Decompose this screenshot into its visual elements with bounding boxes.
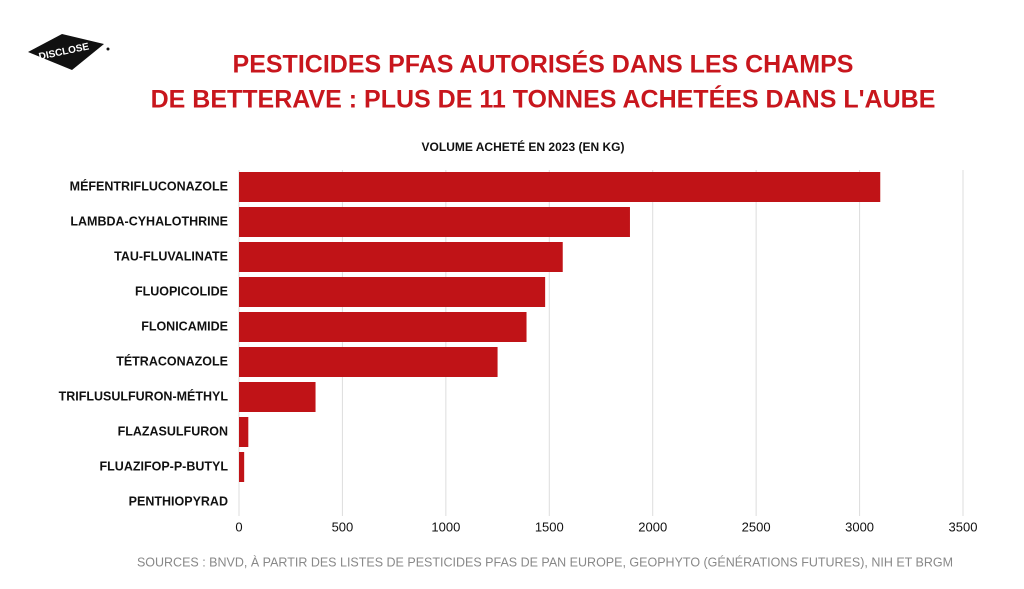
x-tick-label: 1500 [535,519,564,534]
logo-shape [28,34,104,70]
logo-dot [106,47,110,51]
bar [239,347,498,377]
x-tick-label: 3000 [845,519,874,534]
y-tick-label: LAMBDA-CYHALOTHRINE [70,214,228,228]
source: SOURCES : BNVD, À PARTIR DES LISTES DE P… [137,554,953,569]
logo: DISCLOSE [28,34,110,70]
bar [239,452,245,482]
bar [239,207,630,237]
x-tick-label: 500 [332,519,354,534]
x-tick-label: 3500 [949,519,978,534]
bar [239,172,881,202]
y-tick-label: TAU-FLUVALINATE [114,249,228,263]
x-tick-label: 2000 [638,519,667,534]
y-tick-label: FLONICAMIDE [141,319,228,333]
y-tick-label: TRIFLUSULFURON-MÉTHYL [59,388,229,403]
x-tick-label: 1000 [431,519,460,534]
y-tick-label: PENTHIOPYRAD [129,494,228,508]
bar [239,382,316,412]
y-tick-label: FLUOPICOLIDE [135,284,228,298]
chart-subtitle: VOLUME ACHETÉ EN 2023 (EN KG) [422,139,625,154]
y-tick-label: TÉTRACONAZOLE [116,353,228,368]
bar [239,242,563,272]
bar [239,312,527,342]
y-tick-label: FLAZASULFURON [118,424,228,438]
chart-title: DE BETTERAVE : PLUS DE 11 TONNES ACHETÉE… [151,85,936,114]
x-tick-label: 2500 [742,519,771,534]
y-tick-label: FLUAZIFOP-P-BUTYL [100,459,229,473]
bar [239,417,249,447]
bar [239,277,546,307]
y-tick-label: MÉFENTRIFLUCONAZOLE [70,178,228,193]
chart-title: PESTICIDES PFAS AUTORISÉS DANS LES CHAMP… [233,50,854,79]
x-tick-label: 0 [235,519,242,534]
